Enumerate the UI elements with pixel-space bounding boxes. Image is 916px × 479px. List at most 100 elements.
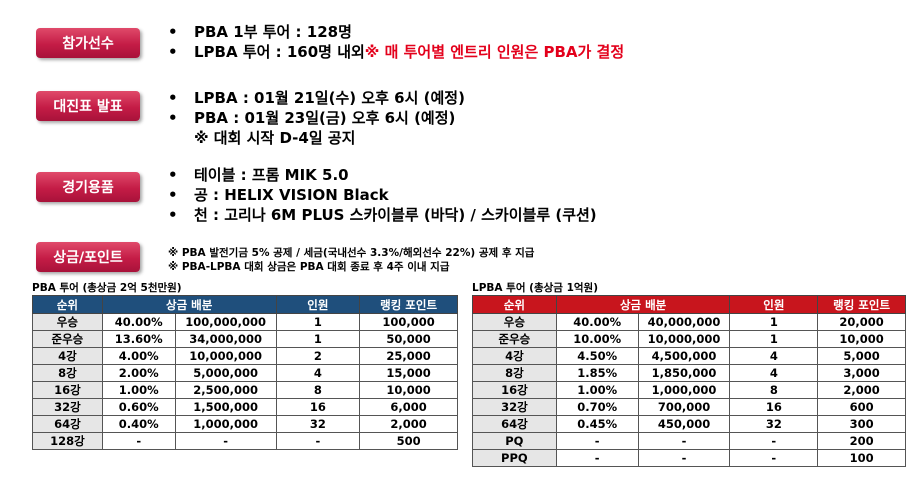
- pba-header-cell: 랭킹 포인트: [359, 295, 458, 314]
- pba-cell: 0.40%: [101, 415, 176, 433]
- lpba-cell: 2,000: [817, 381, 906, 399]
- equipment-list: • 테이블 : 프롬 MIK 5.0 • 공 : HELIX VISION Bl…: [168, 165, 597, 225]
- pba-cell: 2,000: [359, 415, 458, 433]
- table-row: 16강 1.00% 1,000,000 8 2,000: [472, 381, 906, 399]
- bullet: •: [168, 89, 178, 107]
- lpba-cell: 100: [817, 449, 906, 467]
- lpba-cell: 600: [817, 398, 906, 416]
- lpba-cell: 준우승: [472, 330, 557, 348]
- lpba-cell: PPQ: [472, 449, 557, 467]
- pba-cell: 128강: [32, 432, 103, 450]
- pba-cell: 1,000,000: [174, 415, 277, 433]
- lpba-cell: 4,500,000: [637, 347, 731, 365]
- lpba-cell: 200: [817, 432, 906, 450]
- pba-cell: 40.00%: [101, 313, 176, 331]
- lpba-cell: 20,000: [817, 313, 906, 331]
- lpba-cell: -: [555, 449, 639, 467]
- pba-cell: -: [275, 432, 361, 450]
- pba-cell: 100,000: [359, 313, 458, 331]
- table-row: 32강 0.70% 700,000 16 600: [472, 398, 906, 416]
- table-row: 4강 4.50% 4,500,000 4 5,000: [472, 347, 906, 365]
- pba-cell: 2,500,000: [174, 381, 277, 399]
- pba-cell: 64강: [32, 415, 103, 433]
- prize-notes: ※ PBA 발전기금 5% 공제 / 세금(국내선수 3.3%/해외선수 22%…: [168, 246, 534, 274]
- lpba-header-cell: 상금 배분: [555, 295, 731, 314]
- bullet: •: [168, 206, 178, 224]
- pba-cell: 1,500,000: [174, 398, 277, 416]
- equipment-line-3: • 천 : 고리나 6M PLUS 스카이블루 (바닥) / 스카이블루 (쿠션…: [168, 206, 597, 224]
- lpba-cell: 450,000: [637, 415, 731, 433]
- table-row: 4강 4.00% 10,000,000 2 25,000: [32, 347, 458, 365]
- draw-list: • LPBA : 01월 21일(수) 오후 6시 (예정) • PBA : 0…: [168, 88, 465, 148]
- lpba-cell: 1: [729, 313, 819, 331]
- lpba-cell: 1,850,000: [637, 364, 731, 382]
- pba-cell: 2.00%: [101, 364, 176, 382]
- pba-cell: 8: [275, 381, 361, 399]
- bullet: •: [168, 109, 178, 127]
- entry-note: ※ 매 투어별 엔트리 인원은 PBA가 결정: [364, 43, 625, 61]
- lpba-header-cell: 랭킹 포인트: [817, 295, 906, 314]
- pba-cell: 4강: [32, 347, 103, 365]
- equipment-line-1: • 테이블 : 프롬 MIK 5.0: [168, 166, 349, 184]
- lpba-cell: PQ: [472, 432, 557, 450]
- pba-cell: 100,000,000: [174, 313, 277, 331]
- lpba-cell: 700,000: [637, 398, 731, 416]
- pba-cell: 0.60%: [101, 398, 176, 416]
- table-row: 8강 2.00% 5,000,000 4 15,000: [32, 364, 458, 382]
- pba-cell: 13.60%: [101, 330, 176, 348]
- lpba-cell: -: [637, 432, 731, 450]
- lpba-cell: 5,000: [817, 347, 906, 365]
- table-row: 준우승 13.60% 34,000,000 1 50,000: [32, 330, 458, 348]
- bullet: •: [168, 166, 178, 184]
- prize-badge: 상금/포인트: [36, 242, 140, 272]
- lpba-cell: 10,000,000: [637, 330, 731, 348]
- lpba-cell: 4: [729, 364, 819, 382]
- pba-header-cell: 상금 배분: [101, 295, 277, 314]
- lpba-cell: 32강: [472, 398, 557, 416]
- lpba-cell: -: [729, 432, 819, 450]
- lpba-header-cell: 순위: [472, 295, 557, 314]
- draw-line-2: • PBA : 01월 23일(금) 오후 6시 (예정): [168, 109, 456, 127]
- table-row: 16강 1.00% 2,500,000 8 10,000: [32, 381, 458, 399]
- pba-cell: 1: [275, 313, 361, 331]
- table-row: 64강 0.40% 1,000,000 32 2,000: [32, 415, 458, 433]
- pba-cell: 2: [275, 347, 361, 365]
- pba-cell: -: [174, 432, 277, 450]
- table-row: PQ - - -200: [472, 432, 906, 450]
- bullet: •: [168, 43, 178, 61]
- pba-cell: 우승: [32, 313, 103, 331]
- pba-header-cell: 순위: [32, 295, 103, 314]
- equipment-badge: 경기용품: [36, 172, 140, 202]
- pba-cell: 16: [275, 398, 361, 416]
- lpba-header-row: 순위 상금 배분 인원 랭킹 포인트: [472, 295, 906, 314]
- lpba-table-title: LPBA 투어 (총상금 1억원): [472, 282, 599, 294]
- table-row: 8강 1.85% 1,850,000 4 3,000: [472, 364, 906, 382]
- pba-cell: 25,000: [359, 347, 458, 365]
- pba-cell: 50,000: [359, 330, 458, 348]
- lpba-cell: 10.00%: [555, 330, 639, 348]
- lpba-cell: 16: [729, 398, 819, 416]
- participants-line-2: • LPBA 투어 : 160명 내외 ※ 매 투어별 엔트리 인원은 PBA가…: [168, 43, 625, 61]
- pba-cell: 32강: [32, 398, 103, 416]
- pba-cell: 32: [275, 415, 361, 433]
- lpba-cell: 16강: [472, 381, 557, 399]
- pba-header-cell: 인원: [275, 295, 361, 314]
- participants-line-1: • PBA 1부 투어 : 128명: [168, 23, 352, 41]
- table-row: 우승 40.00% 40,000,000 1 20,000: [472, 313, 906, 331]
- pba-header-row: 순위 상금 배분 인원 랭킹 포인트: [32, 295, 458, 314]
- lpba-cell: 1.00%: [555, 381, 639, 399]
- pba-cell: 4: [275, 364, 361, 382]
- pba-cell: 8강: [32, 364, 103, 382]
- pba-cell: 4.00%: [101, 347, 176, 365]
- lpba-cell: 4강: [472, 347, 557, 365]
- pba-cell: 10,000,000: [174, 347, 277, 365]
- lpba-cell: 8강: [472, 364, 557, 382]
- pba-cell: 16강: [32, 381, 103, 399]
- lpba-cell: 40.00%: [555, 313, 639, 331]
- bullet: •: [168, 186, 178, 204]
- equipment-line-2: • 공 : HELIX VISION Black: [168, 186, 389, 204]
- lpba-header-cell: 인원: [729, 295, 819, 314]
- table-row: 우승 40.00% 100,000,000 1 100,000: [32, 313, 458, 331]
- lpba-cell: -: [637, 449, 731, 467]
- lpba-cell: 0.70%: [555, 398, 639, 416]
